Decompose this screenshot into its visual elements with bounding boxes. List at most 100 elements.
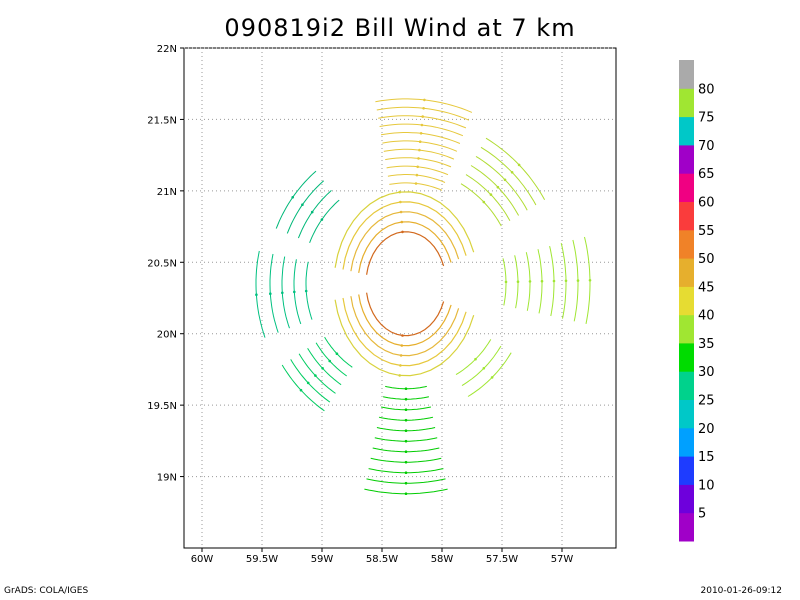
wind-streamline	[290, 359, 331, 403]
colorbar-label: 60	[698, 196, 715, 211]
wind-arrowhead	[404, 492, 408, 496]
wind-arrowhead	[400, 344, 404, 347]
colorbar-label: 35	[698, 337, 715, 352]
x-tick-label: 58.5W	[366, 554, 398, 565]
wind-arrowhead	[335, 352, 339, 356]
wind-arrowhead	[306, 381, 310, 385]
colorbar-swatch	[679, 342, 694, 372]
wind-arrowhead	[404, 450, 408, 454]
wind-arrowhead	[291, 196, 295, 199]
wind-arrowhead	[321, 367, 324, 370]
wind-arrowhead	[510, 171, 514, 174]
wind-arrowhead	[564, 279, 568, 283]
wind-streamline	[281, 364, 325, 412]
wind-arrowhead	[401, 230, 404, 234]
colorbar-swatch	[679, 512, 694, 542]
wind-arrowhead	[418, 140, 422, 143]
wind-arrowhead	[516, 280, 520, 284]
wind-arrowhead	[301, 203, 304, 206]
wind-arrowhead	[404, 481, 408, 485]
wind-arrowhead	[416, 165, 420, 169]
wind-arrowhead	[404, 387, 408, 391]
wind-streamlines	[255, 98, 592, 496]
colorbar-swatch	[679, 88, 694, 118]
y-tick-label: 19N	[157, 473, 177, 484]
colorbar-label: 70	[698, 139, 715, 154]
wind-arrowhead	[418, 148, 421, 152]
wind-arrowhead	[528, 280, 532, 283]
colorbar-label: 80	[698, 82, 715, 97]
colorbar-swatch	[679, 286, 694, 316]
wind-arrowhead	[540, 279, 544, 283]
wind-streamline	[485, 137, 546, 200]
colorbar-label: 15	[698, 450, 715, 465]
colorbar-swatch	[679, 229, 694, 259]
wind-arrowhead	[398, 190, 402, 194]
wind-arrowhead	[399, 200, 402, 204]
wind-arrowhead	[310, 210, 314, 214]
colorbar-swatch	[679, 371, 694, 400]
wind-arrowhead	[415, 173, 419, 177]
colorbar-swatch	[679, 173, 694, 202]
footer-timestamp: 2010-01-26-09:12	[700, 586, 783, 596]
wind-arrowhead	[293, 290, 296, 294]
colorbar-label: 20	[698, 422, 715, 437]
colorbar-swatch	[679, 201, 694, 231]
x-tick-label: 60W	[191, 554, 214, 565]
wind-streamline	[366, 292, 445, 337]
x-tick-label: 58W	[431, 554, 454, 565]
wind-arrowhead	[417, 157, 420, 160]
wind-arrowhead	[474, 357, 477, 361]
colorbar: 5 10 15 20 25 30 35 40 45 50 55 60 65 70 75 80	[679, 60, 715, 542]
x-tick-label: 59W	[311, 554, 334, 565]
wind-arrowhead	[255, 293, 258, 297]
wind-streamline	[358, 221, 452, 274]
colorbar-label: 5	[698, 507, 706, 522]
wind-arrowhead	[414, 182, 418, 185]
wind-arrowhead	[404, 408, 408, 412]
colorbar-swatch	[679, 258, 694, 287]
colorbar-swatch	[679, 456, 694, 485]
x-tick-label: 59.5W	[246, 554, 278, 565]
wind-streamline	[465, 174, 511, 221]
colorbar-label: 40	[698, 309, 715, 324]
wind-arrowhead	[399, 210, 403, 214]
y-tick-label: 20.5N	[147, 258, 177, 269]
wind-arrowhead	[517, 163, 521, 167]
y-tick-label: 22N	[157, 44, 177, 55]
wind-arrowhead	[328, 359, 332, 363]
colorbar-label: 75	[698, 111, 715, 126]
wind-arrowhead	[299, 388, 303, 392]
wind-arrowhead	[482, 200, 486, 204]
wind-arrowhead	[490, 376, 494, 379]
wind-arrowhead	[404, 397, 408, 401]
colorbar-swatch	[679, 116, 694, 146]
wind-streamline	[366, 231, 445, 275]
wind-arrowhead	[504, 280, 508, 284]
colorbar-swatch	[679, 314, 694, 344]
wind-streamline	[324, 336, 353, 368]
y-axis-ticks: 19N 19.5N 20N 20.5N 21N 21.5N 22N	[147, 44, 184, 484]
wind-arrowhead	[503, 178, 507, 182]
wind-streamline	[358, 294, 452, 347]
wind-arrowhead	[404, 429, 408, 433]
wind-arrowhead	[576, 279, 580, 282]
wind-streamline	[455, 339, 492, 376]
wind-arrowhead	[399, 354, 403, 357]
wind-arrowhead	[420, 123, 424, 127]
wind-arrowhead	[404, 439, 408, 443]
wind-arrowhead	[482, 367, 486, 370]
colorbar-swatch	[679, 399, 694, 429]
colorbar-label: 45	[698, 280, 715, 295]
wind-arrowhead	[404, 471, 408, 475]
colorbar-swatch	[679, 427, 694, 457]
wind-streamline	[275, 170, 317, 229]
x-tick-label: 57.5W	[486, 554, 518, 565]
footer-credit: GrADS: COLA/IGES	[4, 586, 89, 596]
wind-arrowhead	[588, 279, 592, 282]
colorbar-label: 55	[698, 224, 715, 239]
colorbar-label: 25	[698, 394, 715, 409]
colorbar-label: 50	[698, 252, 715, 267]
y-tick-label: 21.5N	[147, 115, 177, 126]
wind-arrowhead	[404, 460, 408, 464]
